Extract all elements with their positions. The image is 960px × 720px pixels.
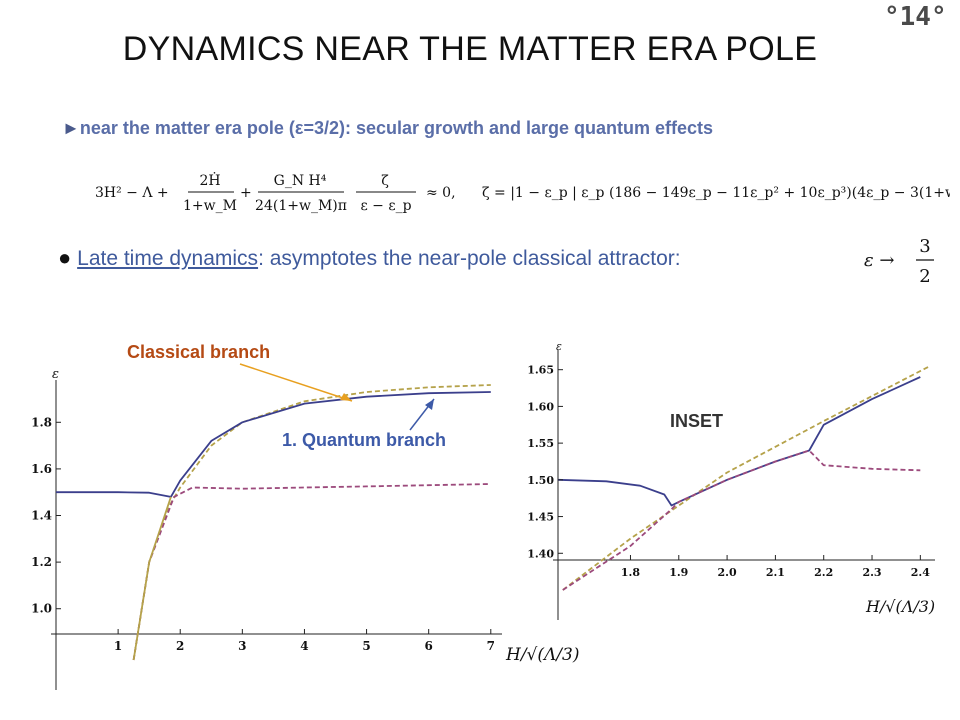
inset-x-tick-label: 2.2 xyxy=(814,566,833,579)
eq-part: 24(1+w_M)π xyxy=(255,198,347,214)
bullet-arrow-icon: ► xyxy=(62,118,80,138)
inset-x-tick-label: 2.4 xyxy=(911,566,930,579)
inset-y-tick-label: 1.55 xyxy=(527,437,554,450)
main-series-line-2 xyxy=(132,483,491,661)
inset-y-tick-label: 1.50 xyxy=(527,474,554,487)
quantum-branch-label: 1. Quantum branch xyxy=(282,430,446,450)
main-x-tick-label: 4 xyxy=(300,639,308,653)
main-series-line-3 xyxy=(132,496,172,661)
inset-ylabel: ε xyxy=(556,340,562,353)
friedmann-equation: 3H² − Λ + 2Ḣ 1+w_M + G_N H⁴ 24(1+w_M)π ζ… xyxy=(95,171,950,214)
main-x-tick-label: 3 xyxy=(238,639,246,653)
bullet-matter-era-pole: ►near the matter era pole (ε=3/2): secul… xyxy=(62,118,713,139)
classical-branch-label: Classical branch xyxy=(127,342,270,362)
inset-x-tick-label: 1.8 xyxy=(621,566,640,579)
main-x-tick-label: 7 xyxy=(487,639,495,653)
inset-series-line-2 xyxy=(562,449,921,591)
bullet-late-time-dynamics: ● Late time dynamics: asymptotes the nea… xyxy=(58,245,681,271)
attractor-limit: ε → 3 2 xyxy=(864,236,934,287)
underlined-phrase: Late time dynamics xyxy=(77,247,259,270)
eq-part: 1+w_M xyxy=(183,198,237,214)
main-x-tick-label: 5 xyxy=(362,639,370,653)
slide-title: DYNAMICS NEAR THE MATTER ERA POLE xyxy=(122,30,818,68)
inset-series-line-0 xyxy=(562,365,931,591)
inset-y-tick-label: 1.45 xyxy=(527,511,554,524)
limit-denominator: 2 xyxy=(919,266,930,287)
slide-number: °14° xyxy=(884,2,947,32)
bullet-text: near the matter era pole (ε=3/2): secula… xyxy=(79,118,714,138)
inset-label: INSET xyxy=(670,411,723,431)
classical-pointer-arrowhead-icon xyxy=(340,393,352,401)
eq-part: 3H² − Λ + xyxy=(95,185,169,201)
main-x-tick-label: 6 xyxy=(424,639,432,653)
inset-y-tick-label: 1.65 xyxy=(527,364,554,377)
main-x-tick-label: 2 xyxy=(176,639,184,653)
quantum-pointer-arrowhead-icon xyxy=(425,399,434,410)
limit-lhs: ε → xyxy=(864,250,894,271)
eq-part: ε − ε_p xyxy=(360,198,411,214)
main-y-tick-label: 1.6 xyxy=(31,462,52,476)
inset-y-tick-label: 1.40 xyxy=(527,547,554,560)
zeta-definition: ζ = |1 − ε_p | ε_p (186 − 149ε_p − 11ε_p… xyxy=(482,185,950,201)
main-ylabel: ε xyxy=(52,367,59,382)
main-y-tick-label: 1.8 xyxy=(31,415,52,429)
main-x-tick-label: 1 xyxy=(114,639,122,653)
inset-x-tick-label: 2.0 xyxy=(718,566,737,579)
classical-pointer-line xyxy=(239,363,353,402)
main-y-tick-label: 1.0 xyxy=(31,602,52,616)
bullet-text: : asymptotes the near-pole classical att… xyxy=(258,247,681,270)
main-y-tick-label: 1.2 xyxy=(31,555,52,569)
eq-part: 2Ḣ xyxy=(199,171,220,189)
eq-part: G_N H⁴ xyxy=(274,173,327,189)
eq-part: ζ xyxy=(381,173,389,189)
inset-x-tick-label: 2.1 xyxy=(766,566,785,579)
eq-part: ≈ 0, xyxy=(426,185,456,201)
main-y-tick-label: 1.4 xyxy=(31,509,52,523)
main-xlabel: H/√(Λ/3) xyxy=(505,645,579,665)
inset-x-tick-label: 1.9 xyxy=(669,566,688,579)
inset-y-tick-label: 1.60 xyxy=(527,400,554,413)
limit-numerator: 3 xyxy=(919,236,930,257)
main-series-line-0 xyxy=(132,384,491,661)
eq-part: + xyxy=(240,185,252,201)
inset-x-tick-label: 2.3 xyxy=(862,566,881,579)
inset-xlabel: H/√(Λ/3) xyxy=(865,597,935,616)
main-series-line-1 xyxy=(56,391,491,498)
bullet-dot-icon: ● xyxy=(58,245,72,270)
